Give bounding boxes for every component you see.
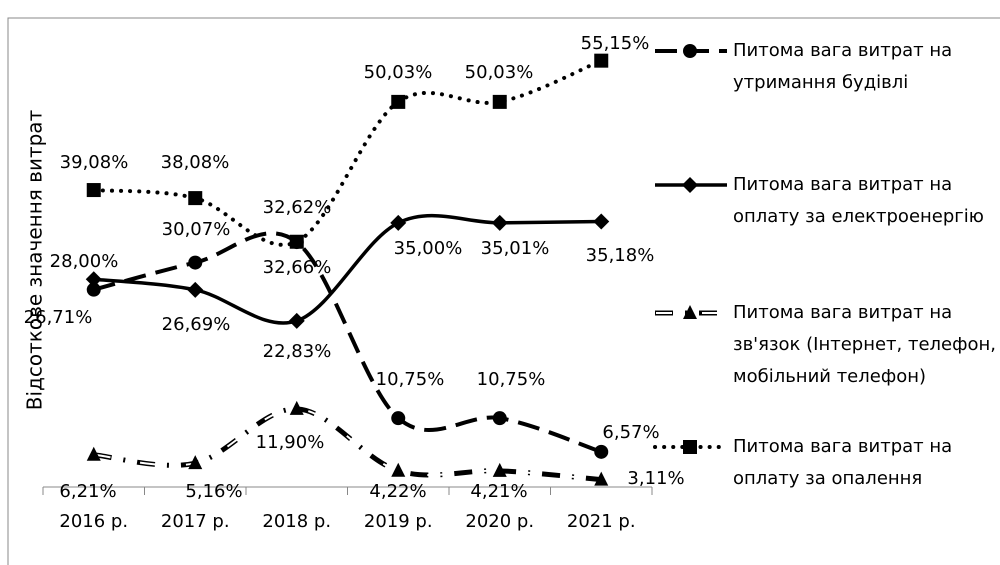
marker [188, 455, 203, 470]
data-label: 35,18% [586, 245, 655, 266]
data-label: 10,75% [376, 369, 445, 390]
data-label: 39,08% [60, 152, 129, 173]
marker [289, 400, 304, 415]
marker [682, 177, 698, 193]
data-label: 10,75% [477, 369, 546, 390]
data-label: 4,21% [470, 481, 527, 502]
data-label: 26,69% [162, 314, 231, 335]
data-label: 50,03% [364, 62, 433, 83]
marker [390, 214, 407, 231]
data-label: 6,21% [59, 481, 116, 502]
legend-label: Питома вага витрат на оплату за електрое… [733, 174, 984, 227]
data-label: 32,66% [263, 257, 332, 278]
marker [391, 462, 406, 477]
x-tick-label: 2021 р. [567, 511, 636, 532]
marker [683, 440, 697, 454]
data-label: 28,00% [50, 251, 119, 272]
data-label: 35,00% [394, 238, 463, 259]
marker [492, 462, 507, 477]
data-label: 4,22% [369, 481, 426, 502]
marker [594, 471, 609, 486]
series-line [93, 231, 602, 454]
data-label: 50,03% [465, 62, 534, 83]
data-label: 38,08% [161, 152, 230, 173]
data-label: 22,83% [263, 341, 332, 362]
legend-label: Питома вага витрат на оплату за опалення [733, 436, 953, 489]
marker [85, 271, 102, 288]
marker [594, 444, 609, 459]
chart-frame [7, 17, 1000, 565]
series-line-inner [93, 407, 602, 481]
marker [491, 214, 508, 231]
marker [683, 305, 697, 319]
data-label: 5,16% [185, 481, 242, 502]
data-label: 35,01% [481, 238, 550, 259]
x-tick-label: 2019 р. [364, 511, 433, 532]
data-label: 3,11% [627, 468, 684, 489]
marker [288, 312, 305, 329]
marker [492, 411, 507, 426]
series-line [93, 213, 602, 325]
data-label: 32,62% [263, 197, 332, 218]
data-label: 11,90% [256, 432, 325, 453]
marker [188, 255, 203, 270]
marker [593, 213, 610, 230]
x-tick-label: 2016 р. [59, 511, 128, 532]
data-label: 26,71% [24, 307, 93, 328]
marker [391, 411, 406, 426]
marker [86, 446, 101, 461]
marker [594, 53, 609, 68]
marker [683, 44, 697, 58]
x-tick-label: 2020 р. [465, 511, 534, 532]
data-label: 30,07% [162, 219, 231, 240]
marker [86, 183, 101, 198]
marker [188, 191, 203, 206]
data-label: 55,15% [581, 33, 650, 54]
legend-label: Питома вага витрат на зв'язок (Інтернет,… [733, 302, 997, 387]
marker [391, 94, 406, 109]
marker [86, 282, 101, 297]
data-label: 6,57% [602, 422, 659, 443]
legend-label: Питома вага витрат на утримання будівлі [733, 40, 953, 93]
series-line [93, 406, 602, 483]
marker [492, 94, 507, 109]
y-axis-label: Відсоткове значення витрат [23, 109, 47, 410]
x-tick-label: 2018 р. [262, 511, 331, 532]
x-tick-label: 2017 р. [161, 511, 230, 532]
marker [187, 281, 204, 298]
marker [289, 234, 304, 249]
